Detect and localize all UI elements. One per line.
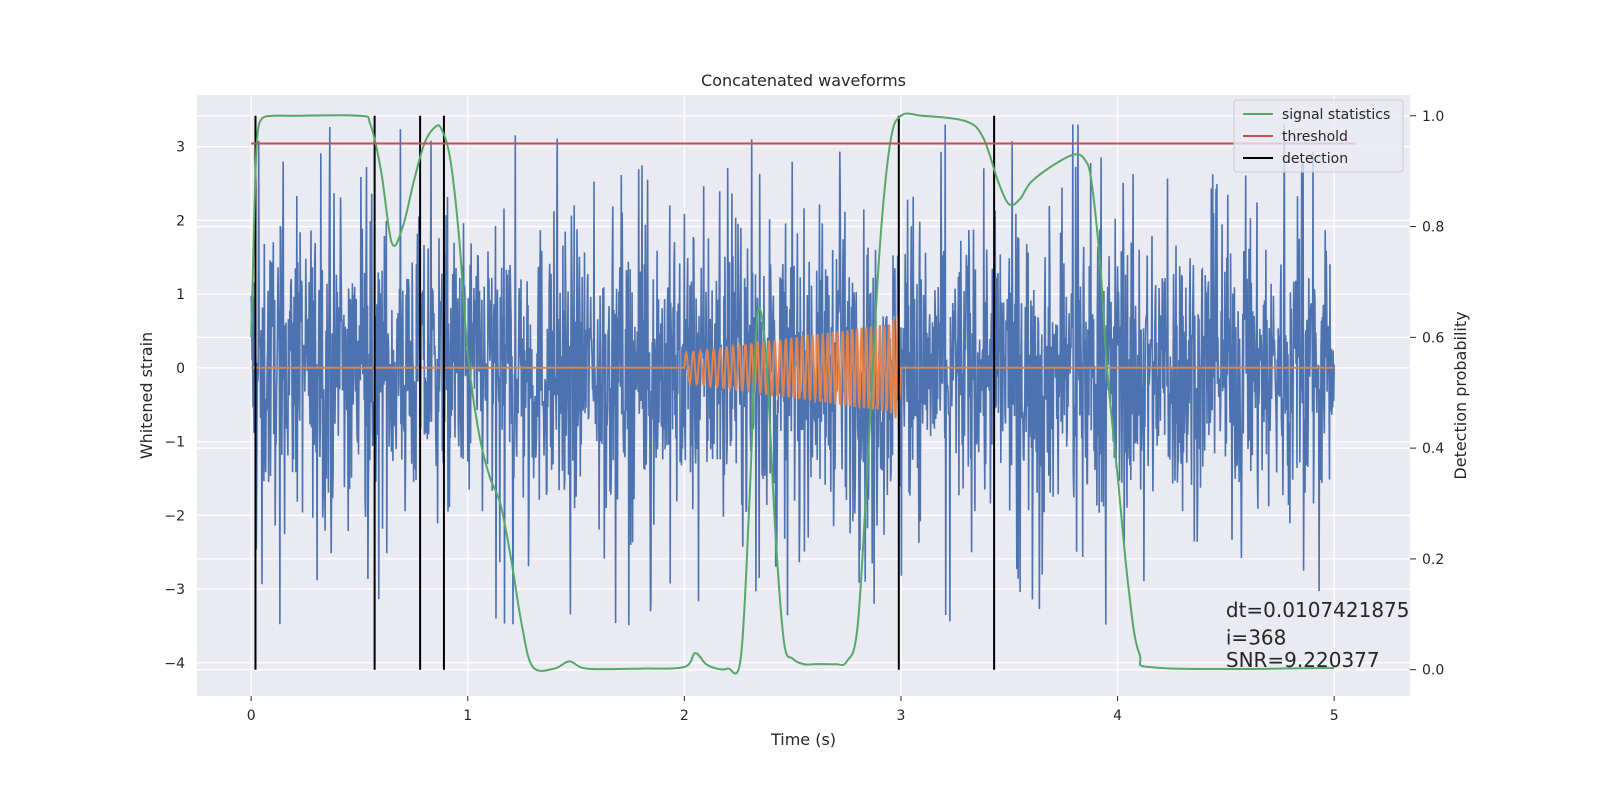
x-tick-label: 5 <box>1330 708 1339 724</box>
y-tick-label: 2 <box>176 213 185 229</box>
data-layer <box>250 112 1356 675</box>
signal-statistics-line <box>250 112 1335 675</box>
annotation-text: SNR=9.220377 <box>1226 648 1380 672</box>
legend-label-detection: detection <box>1282 151 1348 167</box>
y2-tick-label: 0.8 <box>1422 220 1444 236</box>
y2-tick-label: 0.0 <box>1422 663 1444 679</box>
x-axis-label: Time (s) <box>770 730 836 749</box>
annotation-text: dt=0.0107421875 <box>1226 598 1410 622</box>
y-tick-label: −4 <box>164 656 185 672</box>
legend-label-signal-statistics: signal statistics <box>1282 107 1390 123</box>
y-tick-label: 0 <box>176 361 185 377</box>
x-tick-label: 3 <box>897 708 906 724</box>
legend-label-threshold: threshold <box>1282 129 1348 145</box>
y2-tick-label: 1.0 <box>1422 109 1444 125</box>
legend: signal statistics threshold detection <box>1233 99 1404 173</box>
y-tick-label: −3 <box>164 582 185 598</box>
y2-tick-label: 0.6 <box>1422 330 1444 346</box>
x-tick-label: 4 <box>1113 708 1122 724</box>
injection-series-line <box>251 316 1335 419</box>
y-tick-label: 1 <box>176 287 185 303</box>
y2-tick-label: 0.2 <box>1422 552 1444 568</box>
y-tick-label: −1 <box>164 435 185 451</box>
x-tick-label: 1 <box>463 708 472 724</box>
chart-title: Concatenated waveforms <box>701 71 906 90</box>
legend-box <box>1233 99 1404 173</box>
x-tick-label: 2 <box>680 708 689 724</box>
y-axis-label: Whitened strain <box>137 332 156 459</box>
axes: 0 1 2 3 4 5 −4 −3 −2 −1 0 1 2 3 0.0 0.2 0.4 0.6 0.8 1.0 <box>164 109 1444 724</box>
y-tick-label: 3 <box>176 140 185 156</box>
y2-tick-label: 0.4 <box>1422 441 1444 457</box>
x-tick-label: 0 <box>247 708 256 724</box>
annotation-text: i=368 <box>1226 625 1287 649</box>
y2-axis-label: Detection probability <box>1451 311 1470 479</box>
y-tick-label: −2 <box>164 508 185 524</box>
